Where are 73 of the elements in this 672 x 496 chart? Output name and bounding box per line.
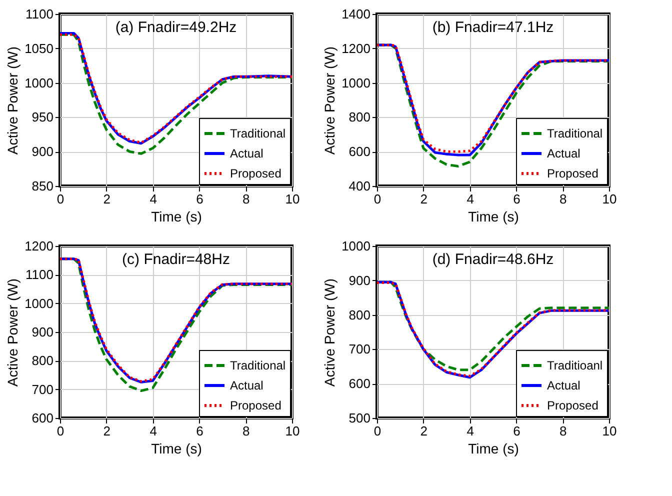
x-tick-label: 4 xyxy=(150,424,157,438)
legend-label: Proposed xyxy=(547,398,598,412)
y-tick-label: 900 xyxy=(32,144,54,160)
x-tick-label: 0 xyxy=(374,192,382,206)
legend-label: Actual xyxy=(547,378,580,392)
x-tick-label: 0 xyxy=(56,192,64,206)
y-tick-label: 700 xyxy=(348,342,370,357)
y-tick-label: 800 xyxy=(32,353,54,368)
x-tick-label: 6 xyxy=(513,192,520,206)
y-tick-label: 600 xyxy=(348,144,370,160)
chart-title: (a) Fnadir=49.2Hz xyxy=(115,19,237,36)
legend-label: Proposed xyxy=(547,166,598,180)
x-tick-label: 10 xyxy=(285,192,300,206)
x-tick-label: 2 xyxy=(420,192,428,206)
x-tick-label: 10 xyxy=(285,424,300,438)
legend-label: Actual xyxy=(230,378,264,392)
x-tick-label: 4 xyxy=(466,192,474,206)
y-tick-label: 1400 xyxy=(342,6,370,22)
x-tick-label: 6 xyxy=(196,424,204,438)
x-tick-label: 8 xyxy=(242,424,250,438)
y-tick-label: 1100 xyxy=(26,267,54,282)
y-tick-label: 900 xyxy=(32,324,54,340)
y-axis-title: Active Power (W) xyxy=(4,278,21,387)
y-tick-label: 1000 xyxy=(342,75,370,90)
x-tick-label: 0 xyxy=(56,424,64,438)
x-tick-label: 2 xyxy=(420,424,428,438)
x-axis-title: Time (s) xyxy=(151,440,202,456)
y-tick-label: 600 xyxy=(32,410,54,426)
x-tick-label: 10 xyxy=(602,192,617,206)
y-axis-title: Active Power (W) xyxy=(4,46,21,155)
legend-label: Actual xyxy=(230,146,264,160)
y-tick-label: 1000 xyxy=(24,296,54,311)
y-tick-label: 850 xyxy=(32,178,54,194)
y-tick-label: 600 xyxy=(348,376,370,392)
chart-title: (d) Fnadir=48.6Hz xyxy=(432,251,554,268)
y-axis-title: Active Power (W) xyxy=(322,46,338,155)
x-tick-label: 4 xyxy=(150,192,157,206)
y-tick-label: 1200 xyxy=(342,40,370,56)
y-axis-title: Active Power (W) xyxy=(322,278,338,387)
x-axis-title: Time (s) xyxy=(468,208,519,224)
legend-label: Actual xyxy=(547,146,580,160)
y-tick-label: 950 xyxy=(32,110,54,125)
chart-title: (b) Fnadir=47.1Hz xyxy=(432,19,554,36)
x-tick-label: 4 xyxy=(466,424,474,438)
chart-title: (c) Fnadir=48Hz xyxy=(122,251,230,268)
y-tick-label: 700 xyxy=(32,382,54,397)
y-tick-label: 400 xyxy=(348,178,370,194)
y-tick-label: 1100 xyxy=(26,6,54,22)
x-tick-label: 6 xyxy=(196,192,204,206)
y-tick-label: 800 xyxy=(348,307,370,322)
y-tick-label: 900 xyxy=(348,272,370,288)
legend-label: Proposed xyxy=(230,166,282,180)
x-tick-label: 8 xyxy=(559,424,567,438)
x-tick-label: 2 xyxy=(103,192,111,206)
legend-label: Proposed xyxy=(230,398,282,412)
y-tick-label: 500 xyxy=(348,410,370,426)
legend-label: Traditional xyxy=(230,358,286,372)
x-tick-label: 8 xyxy=(242,192,250,206)
y-tick-label: 1200 xyxy=(24,238,54,254)
legend-label: Traditional xyxy=(230,126,286,140)
x-tick-label: 2 xyxy=(103,424,111,438)
x-tick-label: 8 xyxy=(559,192,567,206)
y-tick-label: 800 xyxy=(348,110,370,125)
x-axis-title: Time (s) xyxy=(151,208,202,224)
x-axis-title: Time (s) xyxy=(468,440,519,456)
y-tick-label: 1000 xyxy=(342,238,370,254)
legend-label: Traditioanl xyxy=(547,358,603,372)
x-tick-label: 0 xyxy=(374,424,382,438)
x-tick-label: 10 xyxy=(602,424,617,438)
y-tick-label: 1050 xyxy=(24,40,54,56)
x-tick-label: 6 xyxy=(513,424,520,438)
legend-label: Traditional xyxy=(547,126,603,140)
y-tick-label: 1000 xyxy=(24,75,54,90)
